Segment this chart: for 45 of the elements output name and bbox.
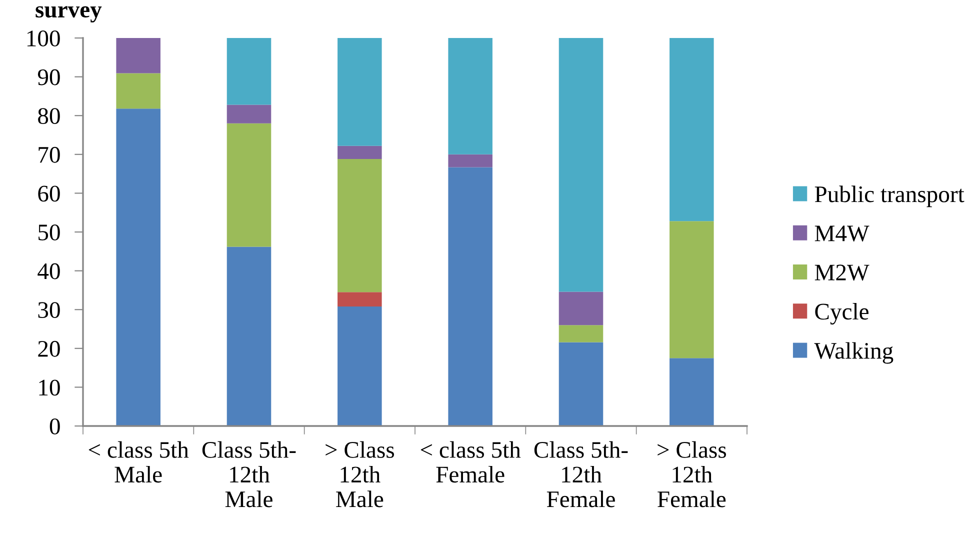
y-tick-label: 10 [39,380,60,396]
y-tick-label: 70 [38,146,60,163]
bar [558,38,604,292]
bar [448,38,492,154]
x-tick-label: > Class 12th Female [658,441,726,508]
bar [338,146,382,160]
bar [226,246,272,426]
y-tick-label: 20 [38,340,60,357]
chart-title: survey [36,6,102,22]
x-tick-label: < class 5th Male [88,441,189,483]
legend-label: Public transport [814,186,964,208]
bar [558,292,604,326]
y-tick-label: 0 [50,418,60,434]
y-tick-label: 30 [38,302,60,318]
bar [226,38,272,105]
bar [670,38,714,222]
bar [448,154,492,168]
x-tick-label: > Class 12th Male [326,441,394,508]
y-tick-label: 100 [27,30,60,46]
bar [558,325,604,342]
y-tick-label: 60 [38,186,60,202]
y-tick-label: 40 [38,263,60,280]
bar [338,292,382,306]
bar [226,123,272,247]
legend-label: Walking [814,342,894,364]
bar [116,38,160,74]
legend-label: M4W [814,226,870,242]
bar [670,358,714,426]
bar [338,306,382,426]
bar [116,108,160,426]
bar [558,342,604,426]
y-tick-label: 80 [38,108,60,124]
y-tick-label: 90 [38,69,60,86]
legend-label: M2W [814,264,870,281]
bar [338,159,382,292]
x-tick-label: Class 5th- 12th Male [202,441,296,508]
bar [226,104,272,124]
y-tick-label: 50 [38,224,60,240]
bar [116,73,160,109]
bar [338,38,382,146]
legend-label: Cycle [815,303,868,325]
x-tick-label: Class 5th- 12th Female [534,441,628,508]
x-tick-label: < class 5th Female [420,441,521,483]
bar [670,221,714,358]
bar [448,167,492,426]
